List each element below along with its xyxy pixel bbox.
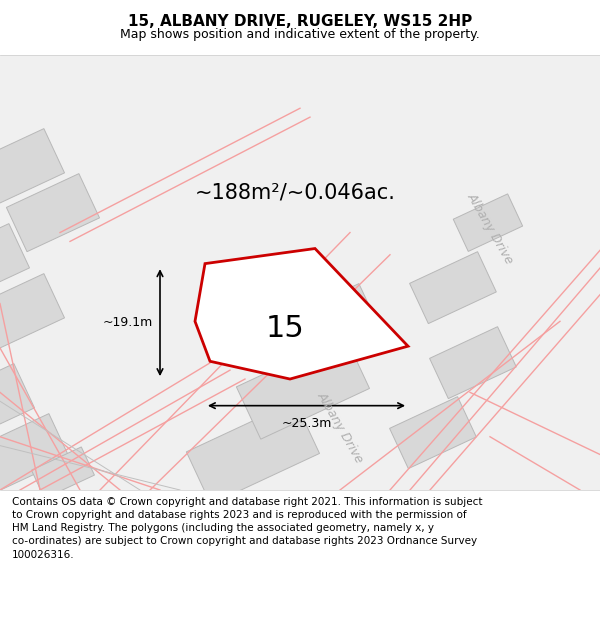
Polygon shape <box>195 249 408 379</box>
Text: ~188m²/~0.046ac.: ~188m²/~0.046ac. <box>195 182 396 203</box>
Text: Albany Drive: Albany Drive <box>464 190 515 266</box>
Text: 15, ALBANY DRIVE, RUGELEY, WS15 2HP: 15, ALBANY DRIVE, RUGELEY, WS15 2HP <box>128 14 472 29</box>
Bar <box>430 327 517 399</box>
Bar <box>453 194 523 251</box>
Bar <box>236 336 370 439</box>
Text: ~25.3m: ~25.3m <box>281 417 332 430</box>
Text: Albany Drive: Albany Drive <box>314 390 365 466</box>
Text: 15: 15 <box>266 314 305 343</box>
Bar <box>0 129 65 207</box>
Bar <box>0 274 65 352</box>
Bar <box>7 174 100 252</box>
Bar <box>389 397 476 469</box>
Bar <box>410 252 496 324</box>
Bar <box>0 414 70 492</box>
Bar <box>0 224 29 302</box>
Bar <box>187 401 320 504</box>
Bar <box>31 447 94 498</box>
Bar <box>0 364 35 442</box>
Text: Map shows position and indicative extent of the property.: Map shows position and indicative extent… <box>120 28 480 41</box>
Text: ~19.1m: ~19.1m <box>103 316 153 329</box>
Bar <box>286 284 380 362</box>
Text: Contains OS data © Crown copyright and database right 2021. This information is : Contains OS data © Crown copyright and d… <box>12 497 482 559</box>
